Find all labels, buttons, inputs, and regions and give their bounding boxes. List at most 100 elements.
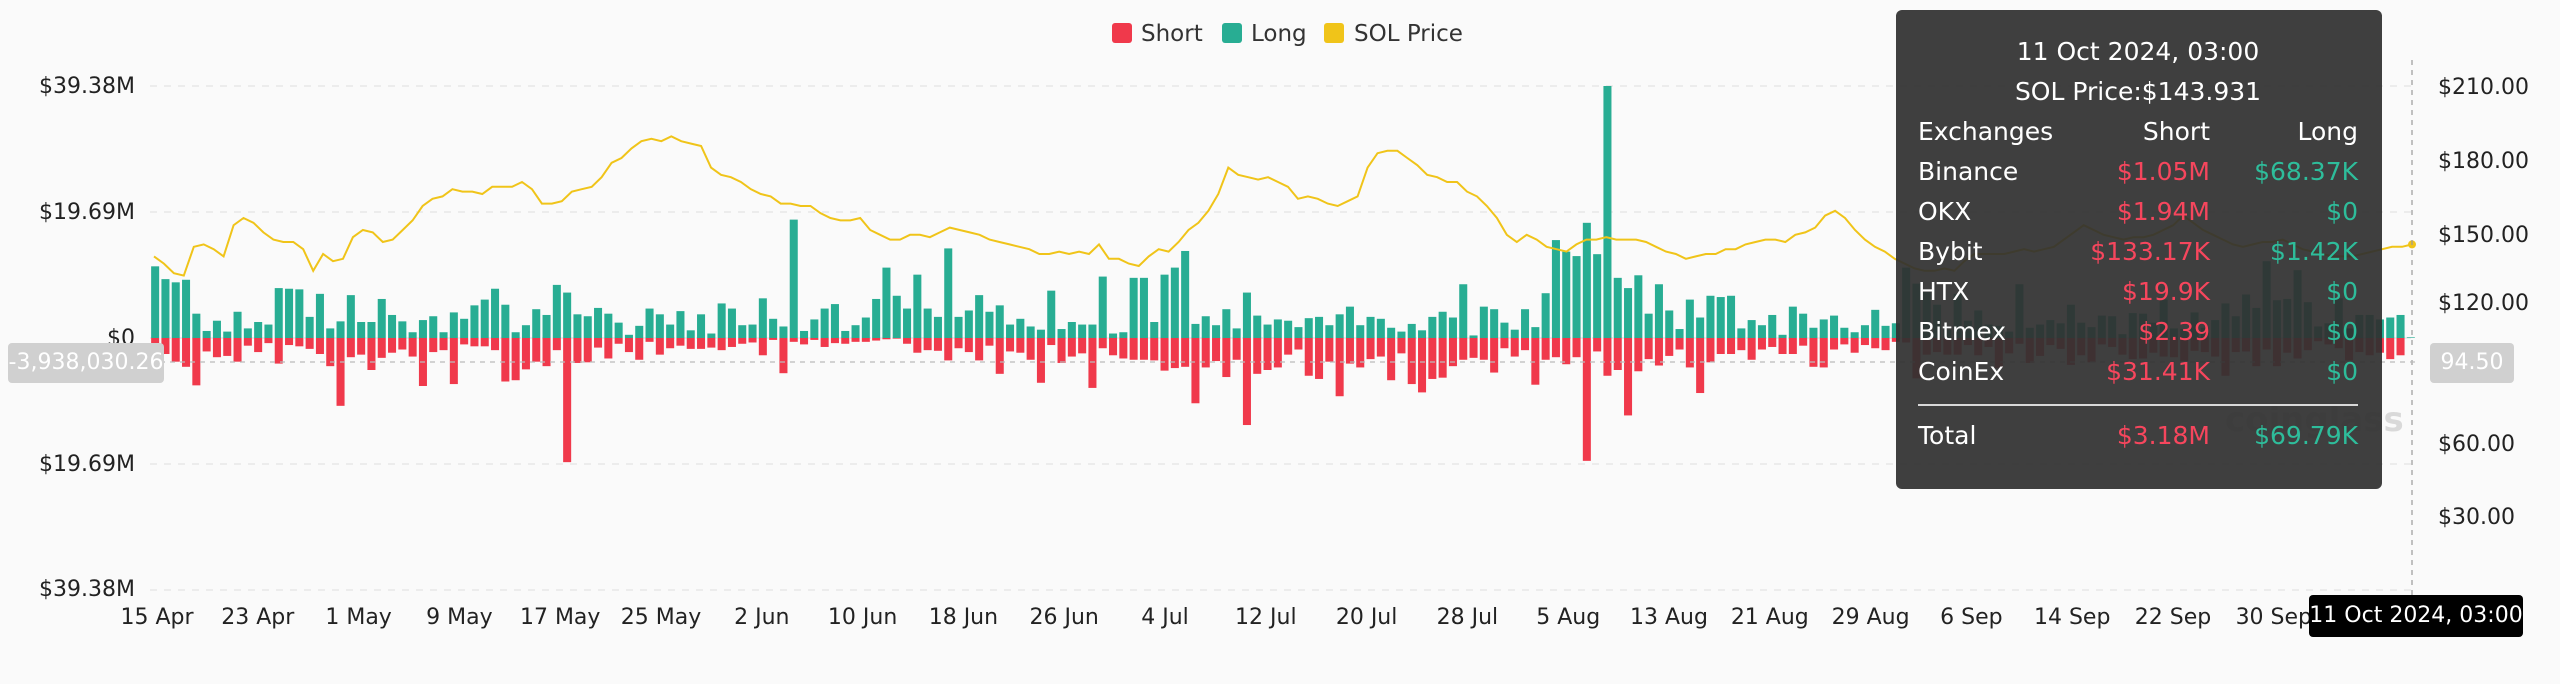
short-bar[interactable]: [1191, 338, 1200, 404]
long-bar[interactable]: [171, 282, 180, 338]
long-bar[interactable]: [285, 288, 294, 338]
long-bar[interactable]: [686, 330, 695, 338]
long-bar[interactable]: [491, 288, 500, 338]
long-bar[interactable]: [1201, 316, 1210, 338]
short-bar[interactable]: [2396, 338, 2405, 356]
long-bar[interactable]: [1067, 322, 1076, 338]
long-bar[interactable]: [913, 274, 922, 338]
short-bar[interactable]: [1284, 338, 1293, 355]
short-bar[interactable]: [1325, 338, 1334, 362]
long-bar[interactable]: [995, 305, 1004, 338]
short-bar[interactable]: [995, 338, 1004, 374]
short-bar[interactable]: [491, 338, 500, 351]
long-bar[interactable]: [429, 316, 438, 338]
short-bar[interactable]: [655, 338, 664, 355]
long-bar[interactable]: [758, 298, 767, 338]
long-bar[interactable]: [1428, 316, 1437, 338]
short-bar[interactable]: [254, 338, 263, 353]
short-bar[interactable]: [367, 338, 376, 370]
long-bar[interactable]: [521, 325, 530, 338]
long-bar[interactable]: [563, 292, 572, 338]
short-bar[interactable]: [212, 338, 221, 358]
short-bar[interactable]: [604, 338, 613, 359]
short-bar[interactable]: [1850, 338, 1859, 353]
long-bar[interactable]: [1109, 333, 1118, 338]
short-bar[interactable]: [336, 338, 345, 406]
short-bar[interactable]: [326, 338, 335, 367]
long-bar[interactable]: [1438, 311, 1447, 338]
long-bar[interactable]: [367, 322, 376, 338]
short-bar[interactable]: [1819, 338, 1828, 368]
short-bar[interactable]: [624, 338, 633, 353]
long-bar[interactable]: [1459, 284, 1468, 338]
short-bar[interactable]: [861, 338, 870, 342]
short-bar[interactable]: [305, 338, 314, 349]
short-bar[interactable]: [1273, 338, 1282, 368]
long-bar[interactable]: [1768, 314, 1777, 338]
long-bar[interactable]: [243, 328, 252, 338]
long-bar[interactable]: [1675, 329, 1684, 338]
long-bar[interactable]: [1490, 309, 1499, 338]
short-bar[interactable]: [532, 338, 541, 362]
short-bar[interactable]: [676, 338, 685, 346]
short-bar[interactable]: [388, 338, 397, 353]
short-bar[interactable]: [243, 338, 252, 346]
long-bar[interactable]: [1727, 295, 1736, 338]
long-bar[interactable]: [1366, 316, 1375, 338]
short-bar[interactable]: [563, 338, 572, 463]
short-bar[interactable]: [1624, 338, 1633, 416]
short-bar[interactable]: [666, 338, 675, 349]
long-bar[interactable]: [1479, 306, 1488, 338]
short-bar[interactable]: [1572, 338, 1581, 358]
long-bar[interactable]: [1325, 325, 1334, 338]
long-bar[interactable]: [1634, 275, 1643, 338]
long-bar[interactable]: [738, 325, 747, 338]
short-bar[interactable]: [1397, 338, 1406, 354]
short-bar[interactable]: [542, 338, 551, 367]
long-bar[interactable]: [1799, 313, 1808, 338]
long-bar[interactable]: [1757, 325, 1766, 338]
long-bar[interactable]: [789, 219, 798, 338]
long-bar[interactable]: [212, 320, 221, 338]
short-bar[interactable]: [1356, 338, 1365, 368]
long-bar[interactable]: [326, 328, 335, 338]
short-bar[interactable]: [1057, 338, 1066, 363]
short-bar[interactable]: [1531, 338, 1540, 385]
short-bar[interactable]: [1799, 338, 1808, 346]
short-bar[interactable]: [439, 338, 448, 351]
long-bar[interactable]: [1510, 329, 1519, 338]
short-bar[interactable]: [933, 338, 942, 351]
short-bar[interactable]: [1634, 338, 1643, 372]
long-bar[interactable]: [717, 303, 726, 338]
short-bar[interactable]: [1665, 338, 1674, 356]
long-bar[interactable]: [1860, 325, 1869, 338]
short-bar[interactable]: [1026, 338, 1035, 360]
long-bar[interactable]: [1747, 320, 1756, 338]
short-bar[interactable]: [1304, 338, 1313, 376]
long-bar[interactable]: [1706, 295, 1715, 338]
short-bar[interactable]: [1675, 338, 1684, 350]
short-bar[interactable]: [1757, 338, 1766, 350]
long-bar[interactable]: [408, 332, 417, 338]
short-bar[interactable]: [460, 338, 469, 345]
short-bar[interactable]: [1860, 338, 1869, 346]
short-bar[interactable]: [1212, 338, 1221, 362]
short-bar[interactable]: [1160, 338, 1169, 371]
short-bar[interactable]: [1387, 338, 1396, 381]
short-bar[interactable]: [1840, 338, 1849, 345]
short-bar[interactable]: [1510, 338, 1519, 357]
short-bar[interactable]: [1448, 338, 1457, 367]
legend-short-label[interactable]: Short: [1141, 21, 1203, 47]
long-bar[interactable]: [1212, 325, 1221, 338]
long-bar[interactable]: [418, 320, 427, 338]
short-bar[interactable]: [882, 338, 891, 340]
long-bar[interactable]: [1222, 309, 1231, 338]
short-bar[interactable]: [830, 338, 839, 344]
short-bar[interactable]: [511, 338, 520, 381]
short-bar[interactable]: [892, 338, 901, 339]
long-bar[interactable]: [1345, 306, 1354, 338]
short-bar[interactable]: [975, 338, 984, 361]
short-bar[interactable]: [1593, 338, 1602, 352]
long-bar[interactable]: [480, 299, 489, 338]
long-bar[interactable]: [1284, 320, 1293, 338]
